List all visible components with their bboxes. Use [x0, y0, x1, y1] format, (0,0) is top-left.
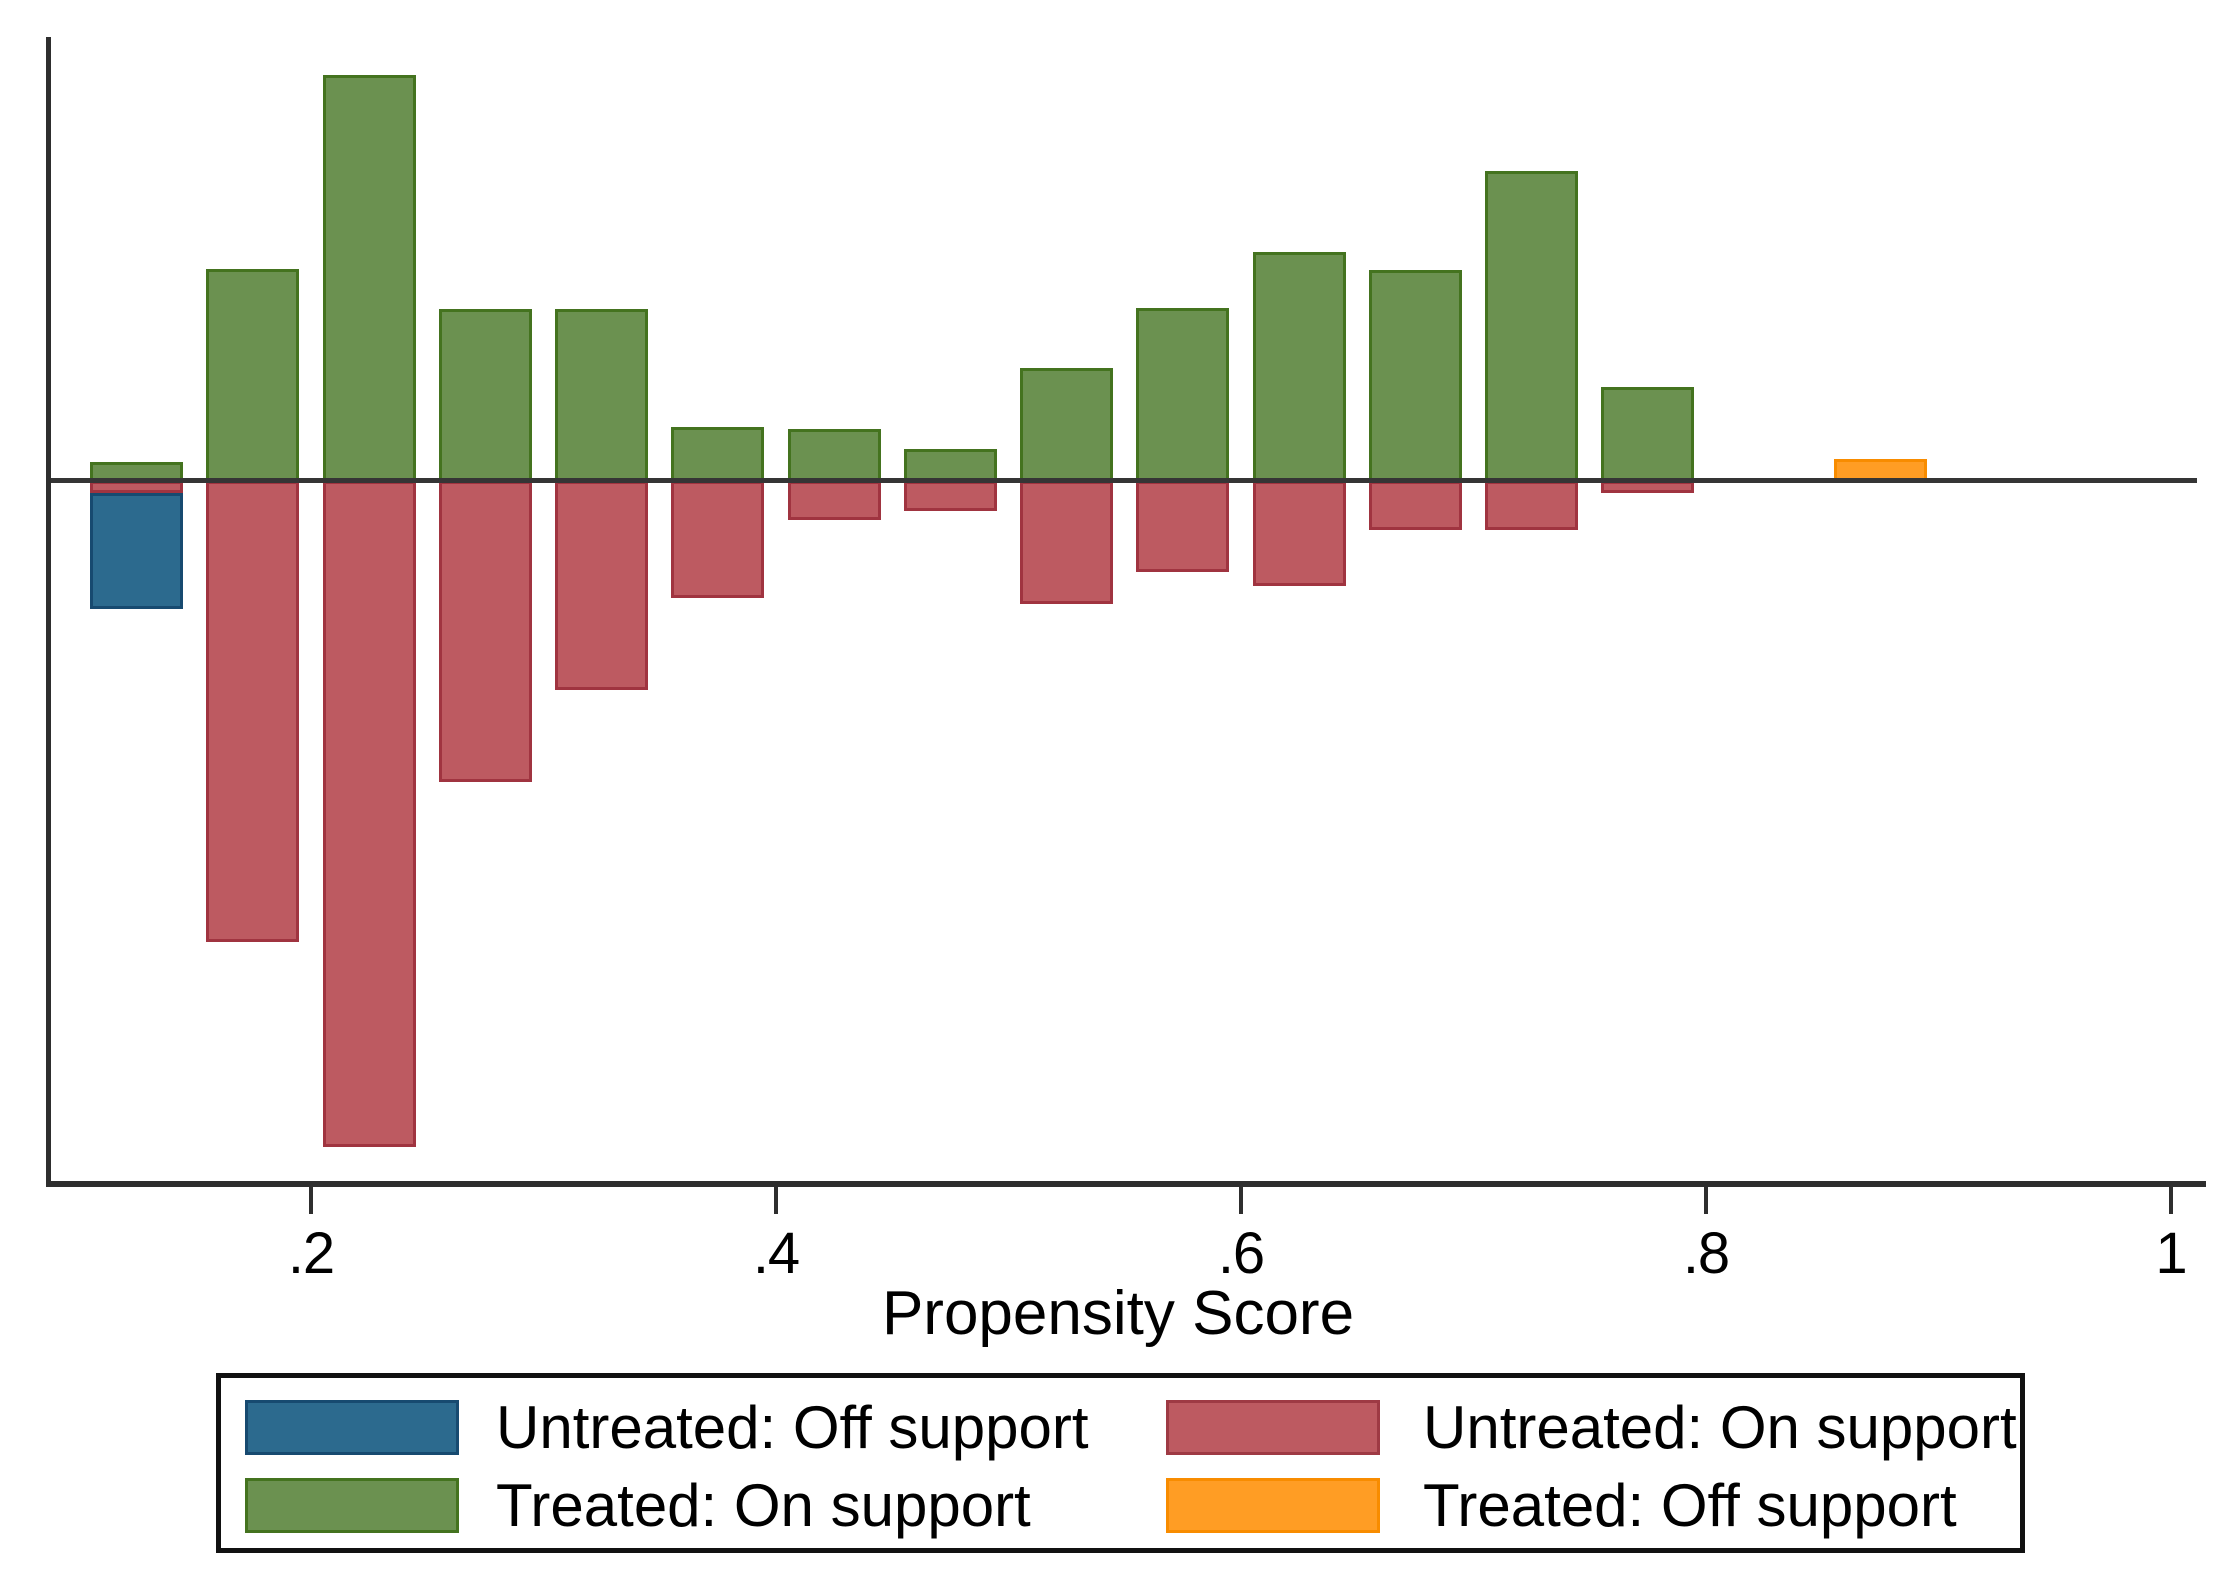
y-axis-line — [46, 37, 51, 1187]
legend-label-untreated-on-support: Untreated: On support — [1423, 1394, 2017, 1461]
bar-treated-on-support — [787, 429, 881, 481]
bar-untreated-off-support — [90, 493, 184, 609]
x-tick-label: 1 — [2155, 1221, 2187, 1286]
x-tick — [2169, 1187, 2173, 1214]
x-tick — [774, 1187, 778, 1214]
legend-swatch-treated-off-support — [1166, 1478, 1380, 1533]
bar-treated-on-support — [322, 75, 416, 481]
legend-swatch-untreated-off-support — [245, 1400, 459, 1455]
bar-treated-on-support — [1485, 171, 1579, 481]
bar-untreated-on-support — [903, 481, 997, 511]
bar-treated-on-support — [903, 449, 997, 481]
legend-label-untreated-off-support: Untreated: Off support — [496, 1394, 1089, 1461]
bar-untreated-on-support — [555, 481, 649, 690]
x-tick — [1704, 1187, 1708, 1214]
bar-treated-on-support — [1252, 252, 1346, 481]
legend-swatch-untreated-on-support — [1166, 1400, 1380, 1455]
x-axis-title: Propensity Score — [881, 1279, 1355, 1348]
bar-untreated-on-support — [438, 481, 532, 782]
bar-untreated-on-support — [1136, 481, 1230, 572]
x-tick-label: .8 — [1682, 1221, 1730, 1286]
legend-box: Untreated: Off support Treated: On suppo… — [216, 1373, 2025, 1553]
bar-untreated-on-support — [1485, 481, 1579, 530]
bar-treated-on-support — [671, 427, 765, 481]
bar-untreated-on-support — [1020, 481, 1114, 604]
bar-treated-on-support — [206, 269, 300, 481]
legend-label-treated-on-support: Treated: On support — [496, 1472, 1031, 1539]
bar-untreated-on-support — [1252, 481, 1346, 586]
bar-treated-on-support — [1368, 270, 1462, 481]
bar-untreated-on-support — [322, 481, 416, 1147]
legend-label-treated-off-support: Treated: Off support — [1423, 1472, 1957, 1539]
x-tick-label: .4 — [752, 1221, 800, 1286]
bar-treated-on-support — [1020, 368, 1114, 481]
legend-swatch-treated-on-support — [245, 1478, 459, 1533]
bar-treated-on-support — [1601, 387, 1695, 481]
bar-treated-on-support — [555, 309, 649, 481]
x-axis-line — [46, 1181, 2206, 1187]
bar-treated-on-support — [438, 309, 532, 481]
x-tick-label: .2 — [287, 1221, 335, 1286]
bar-treated-on-support — [1136, 308, 1230, 481]
bar-untreated-on-support — [671, 481, 765, 598]
x-tick — [1239, 1187, 1243, 1214]
bar-untreated-on-support — [787, 481, 881, 520]
bar-untreated-on-support — [206, 481, 300, 942]
zero-reference-line — [48, 478, 2197, 483]
x-tick — [309, 1187, 313, 1214]
bar-untreated-on-support — [1368, 481, 1462, 530]
x-tick-label: .6 — [1217, 1221, 1265, 1286]
